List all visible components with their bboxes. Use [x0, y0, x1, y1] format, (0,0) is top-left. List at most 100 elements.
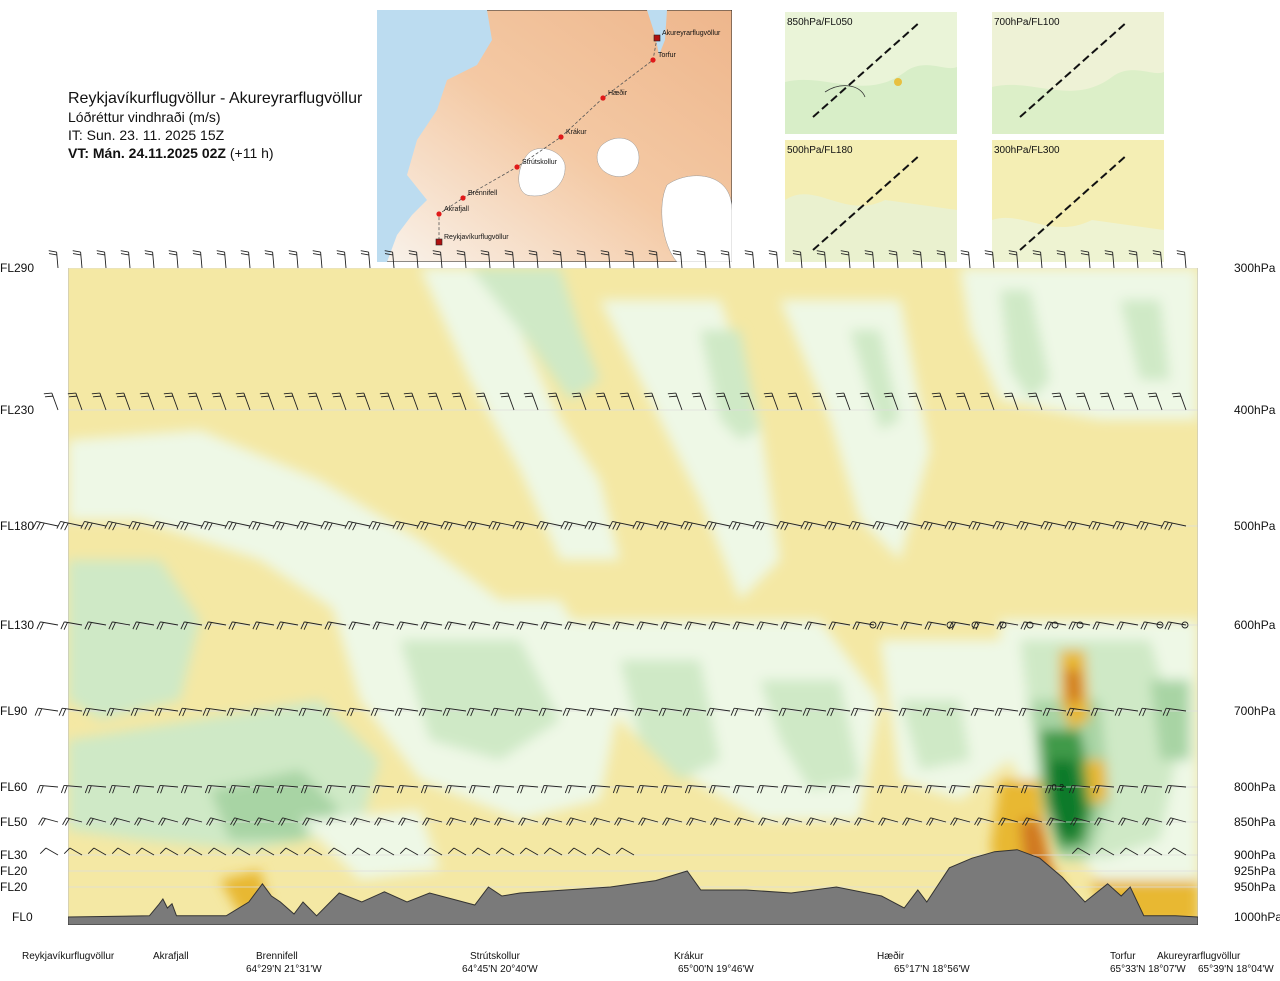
map-waypoint-label: Akureyrarflugvöllur: [662, 30, 721, 37]
wind-barb: [72, 250, 83, 269]
wind-barb: [300, 784, 323, 794]
wind-barb: [974, 817, 995, 826]
wind-barb: [998, 817, 1019, 826]
wind-barb: [254, 817, 275, 826]
wind-barb: [248, 520, 275, 531]
wind-barb: [63, 847, 83, 856]
field-region: [1065, 670, 1082, 705]
wind-barb: [231, 847, 251, 856]
wind-barb: [835, 392, 851, 411]
wind-barb: [576, 250, 587, 269]
waypoint-coord: 65°00'N 19°46'W: [678, 964, 754, 975]
wind-barb: [600, 250, 611, 269]
wind-barb: [948, 784, 971, 794]
wind-barb: [351, 847, 371, 856]
waypoint-name: Strútskollur: [470, 951, 521, 962]
wind-barb: [34, 707, 59, 717]
chart-title: Reykjavíkurflugvöllur - Akureyrarflugvöl…: [68, 90, 363, 107]
wind-barb: [1119, 847, 1139, 856]
calm-wind-marker: [869, 621, 877, 629]
waypoint-name: Akureyrarflugvöllur: [1157, 951, 1241, 962]
wind-barb: [228, 784, 251, 794]
wind-barb: [1090, 707, 1115, 717]
field-region: [470, 268, 600, 400]
wind-barb: [970, 707, 995, 717]
pressure-tick-label: 500hPa: [1234, 519, 1276, 533]
wind-barb: [43, 392, 59, 411]
wind-barb: [495, 847, 515, 856]
wind-barb: [134, 817, 155, 826]
wind-barb: [776, 520, 803, 531]
field-region: [780, 300, 930, 560]
wind-barb: [130, 707, 155, 717]
wind-barb: [656, 520, 683, 531]
wind-barb: [182, 817, 203, 826]
wind-barb: [252, 621, 275, 630]
wind-barb: [322, 707, 347, 717]
wind-barb: [739, 392, 755, 411]
wind-barb: [468, 784, 491, 794]
wind-barb: [708, 621, 731, 630]
wind-barb: [543, 847, 563, 856]
wind-barb: [492, 621, 515, 630]
wind-barb: [259, 392, 275, 411]
wind-barb: [888, 250, 899, 269]
wind-barb: [235, 392, 251, 411]
field-region: [1120, 300, 1170, 380]
fl-tick-label: FL130: [0, 618, 35, 632]
wind-barb: [355, 392, 371, 411]
wind-barb: [787, 392, 803, 411]
wind-barb: [519, 847, 539, 856]
wind-barb: [344, 520, 371, 531]
wind-barb: [62, 817, 83, 826]
wind-barb: [595, 392, 611, 411]
inset-title-300: 300hPa/FL300: [994, 145, 1060, 156]
wind-barb: [878, 817, 899, 826]
map-waypoint-marker: [460, 195, 466, 201]
wind-barb: [560, 520, 587, 531]
waypoint-name: Krákur: [674, 951, 704, 962]
wind-barb: [298, 707, 323, 717]
calm-wind-marker: [1156, 621, 1164, 629]
wind-barb: [1071, 847, 1091, 856]
calm-wind-marker: [1076, 621, 1084, 629]
wind-barb: [132, 621, 155, 630]
wind-barb: [816, 250, 827, 269]
wind-barb: [1040, 520, 1067, 531]
wind-barb: [444, 784, 467, 794]
wind-barb: [876, 621, 899, 630]
wind-barb: [303, 847, 323, 856]
wind-barb: [612, 784, 635, 794]
field-region: [760, 680, 860, 790]
waypoint-coord: 65°17'N 18°56'W: [894, 964, 970, 975]
wind-barb: [1164, 621, 1187, 630]
wind-barbs: [32, 250, 1189, 856]
wind-barb: [67, 392, 83, 411]
wind-barb: [1008, 250, 1019, 269]
map-route-line: [438, 37, 658, 242]
wind-barb: [384, 250, 395, 269]
wind-barb: [420, 784, 443, 794]
wind-barb: [368, 520, 395, 531]
wind-barb: [1068, 784, 1091, 794]
wind-barb: [370, 707, 395, 717]
wind-barb: [756, 621, 779, 630]
wind-barb: [955, 392, 971, 411]
map-waypoint-label: Reykjavíkurflugvöllur: [444, 234, 509, 241]
wind-barb: [442, 707, 467, 717]
field-region: [1150, 680, 1190, 760]
wind-barb: [624, 250, 635, 269]
wind-barb: [327, 847, 347, 856]
wind-barb: [926, 817, 947, 826]
field-region: [1085, 760, 1108, 805]
wind-barb: [296, 520, 323, 531]
wind-barb: [394, 707, 419, 717]
wind-barb: [828, 784, 851, 794]
wind-barb: [907, 392, 923, 411]
wind-barb: [156, 784, 179, 794]
fl-tick-label: FL20: [0, 864, 28, 878]
wind-barb: [636, 621, 659, 630]
wind-barb: [211, 392, 227, 411]
wind-barb: [696, 250, 707, 269]
